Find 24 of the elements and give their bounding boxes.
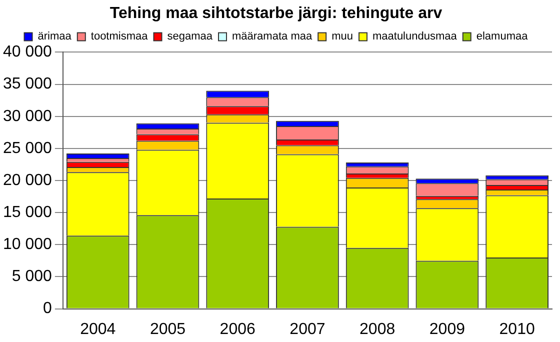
legend-label: segamaa bbox=[167, 30, 214, 43]
y-tick-label: 30 000 bbox=[3, 108, 52, 125]
x-tick-label: 2009 bbox=[429, 320, 466, 338]
legend-label: elamumaa bbox=[476, 30, 529, 43]
chart-title: Tehing maa sihtotstarbe järgi: tehingute arv bbox=[110, 5, 442, 22]
y-tick-label: 15 000 bbox=[3, 204, 52, 221]
legend-label: tootmismaa bbox=[90, 30, 149, 43]
x-tick-label: 2008 bbox=[360, 320, 396, 338]
y-tick-label: 40 000 bbox=[3, 44, 52, 61]
legend-label: ärimaa bbox=[38, 30, 72, 43]
y-tick-label: 35 000 bbox=[3, 76, 52, 93]
x-tick-label: 2007 bbox=[290, 320, 326, 338]
legend-label: määramata maa bbox=[232, 30, 313, 43]
x-tick-label: 2005 bbox=[150, 320, 186, 338]
y-tick-label: 20 000 bbox=[3, 172, 52, 189]
legend-label: maatulundusmaa bbox=[372, 30, 458, 43]
legend-label: muu bbox=[332, 30, 353, 43]
y-tick-label: 0 bbox=[43, 300, 52, 318]
x-tick-label: 2006 bbox=[220, 320, 256, 338]
x-tick-label: 2010 bbox=[499, 320, 535, 338]
x-tick-label: 2004 bbox=[80, 320, 116, 338]
y-tick-label: 25 000 bbox=[3, 140, 52, 157]
y-tick-label: 10 000 bbox=[3, 236, 52, 254]
y-tick-label: 5 000 bbox=[12, 268, 52, 286]
